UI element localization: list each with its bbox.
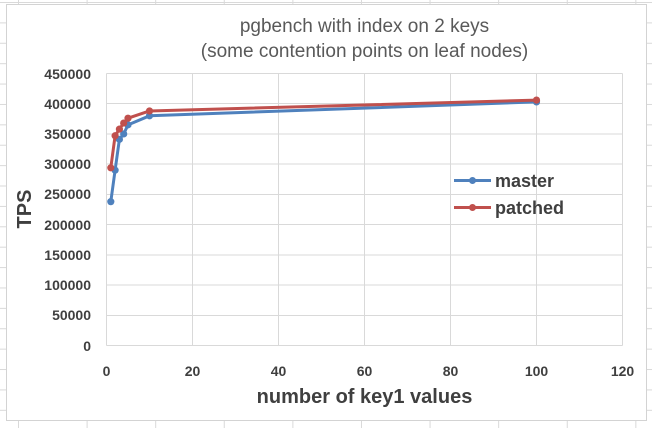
legend-item-patched: patched xyxy=(454,194,564,221)
legend-marker-dot xyxy=(469,177,476,184)
chart-title: pgbench with index on 2 keys (some conte… xyxy=(106,14,623,64)
legend-item-master: master xyxy=(454,167,564,194)
legend: master patched xyxy=(454,167,564,221)
data-point-patched xyxy=(111,132,119,140)
y-tick-label: 0 xyxy=(83,337,91,354)
y-tick-label: 400000 xyxy=(44,95,91,112)
data-point-patched xyxy=(107,164,115,172)
x-axis-title: number of key1 values xyxy=(256,386,473,408)
data-point-patched xyxy=(120,119,128,127)
y-tick-label: 350000 xyxy=(44,125,91,142)
y-tick-label: 50000 xyxy=(52,307,91,324)
data-point-master xyxy=(120,130,128,138)
x-tick-label: 120 xyxy=(610,363,635,379)
y-tick-label: 150000 xyxy=(44,246,91,263)
x-tick-label: 40 xyxy=(270,363,287,379)
plot-area xyxy=(106,73,623,346)
y-tick-label: 100000 xyxy=(44,277,91,294)
chart-title-line-2: (some contention points on leaf nodes) xyxy=(200,41,529,62)
y-tick-label: 300000 xyxy=(44,156,91,173)
chart-title-line-1: pgbench with index on 2 keys xyxy=(239,16,490,37)
y-tick-label: 200000 xyxy=(44,216,91,233)
legend-line-marker-icon xyxy=(454,204,491,211)
y-axis-title: TPS xyxy=(14,189,36,229)
data-point-patched xyxy=(115,125,123,133)
x-tick-label: 100 xyxy=(524,363,549,379)
legend-marker-dot xyxy=(469,204,476,211)
data-point-patched xyxy=(145,107,154,115)
legend-line-marker-icon xyxy=(454,177,491,184)
x-tick-label: 20 xyxy=(184,363,201,379)
data-point-patched xyxy=(124,114,132,122)
x-tick-label: 0 xyxy=(102,363,111,379)
x-tick-label: 60 xyxy=(356,363,373,379)
legend-label: master xyxy=(495,170,555,191)
y-tick-label: 250000 xyxy=(44,186,91,203)
y-tick-label: 450000 xyxy=(44,65,91,82)
legend-label: patched xyxy=(495,197,565,218)
data-point-master xyxy=(107,198,115,206)
x-tick-label: 80 xyxy=(442,363,459,379)
data-point-patched xyxy=(532,96,541,104)
chart-area: pgbench with index on 2 keys (some conte… xyxy=(6,4,647,421)
